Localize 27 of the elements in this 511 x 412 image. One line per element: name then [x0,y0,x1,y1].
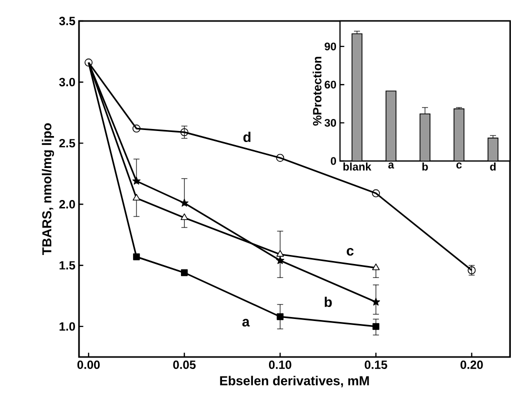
y-tick-label: 1.0 [60,322,75,331]
y-tick-label: 3.5 [59,16,76,26]
x-tick-label: 0.00 [77,360,100,369]
y-tick-label: 0 [330,157,336,165]
y-tick-label: 2.5 [59,138,76,148]
y-axis-title: %Protection [312,56,322,126]
y-tick-label: 2.0 [59,200,75,208]
annotation: d [243,132,250,142]
y-tick-label: 3.0 [59,78,75,86]
x-tick-label: b [422,162,428,171]
x-tick-label: 0.05 [173,360,196,369]
x-tick-label: 0.10 [268,360,292,369]
x-tick-label: 0.15 [364,360,388,369]
y-tick-label: 30 [324,118,336,127]
annotation: b [324,296,332,308]
x-tick-label: c [456,162,462,169]
y-tick-label: 90 [324,42,336,50]
annotation: a [242,318,250,327]
x-tick-label: a [388,162,394,169]
y-axis-title: TBARS, nmol/mg lipo [42,123,54,256]
x-tick-label: d [490,162,496,171]
y-tick-label: 60 [324,80,336,89]
x-tick-label: 0.20 [460,360,483,369]
y-tick-label: 1.5 [60,261,76,270]
x-axis-title: Ebselen derivatives, mM [220,376,369,388]
x-tick-label: blank [343,162,372,171]
annotation: c [346,248,354,256]
